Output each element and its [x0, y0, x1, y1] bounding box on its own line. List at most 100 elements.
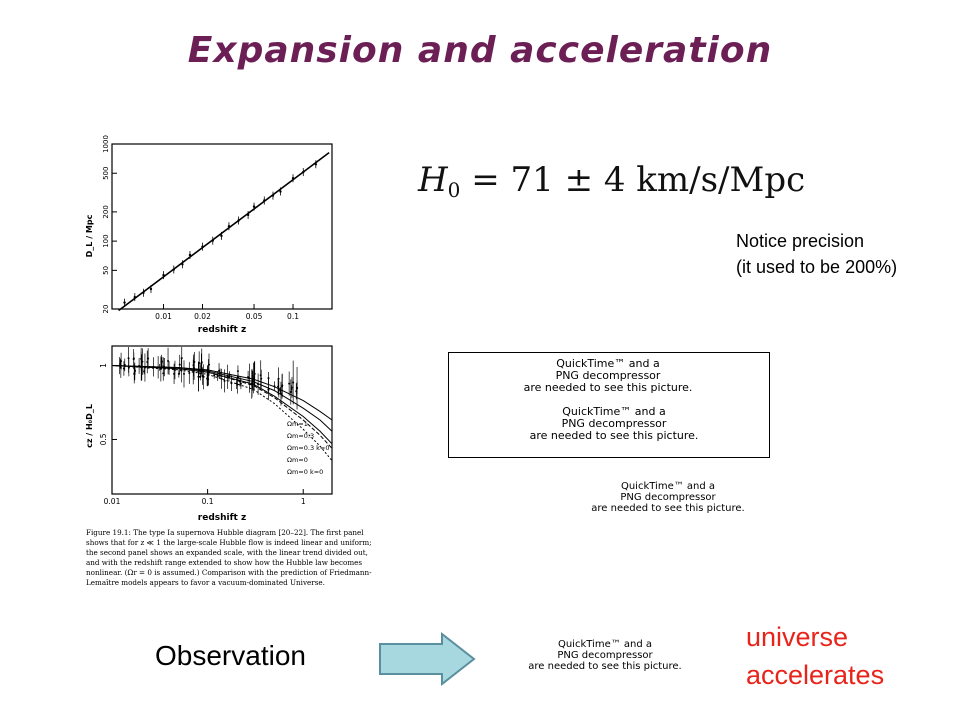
bottom-data-point — [236, 370, 239, 373]
qt1-line-1: QuickTime™ and a — [556, 357, 660, 370]
bottom-panel-xlabel: redshift z — [198, 513, 246, 523]
bottom-legend-entry: Ωm=0.3 k=0 — [287, 444, 330, 452]
top-xtick-label: 0.02 — [194, 312, 211, 321]
qt3-line-1: QuickTime™ and a — [620, 481, 716, 492]
bottom-model-line — [111, 364, 333, 445]
bottom-data-point — [213, 374, 216, 377]
bottom-data-point — [173, 368, 176, 371]
formula-value: = 71 ± 4 km/s/Mpc — [460, 160, 806, 200]
top-xtick-label: 0.1 — [287, 312, 299, 321]
formula-symbol: H — [418, 160, 448, 200]
precision-note: Notice precision (it used to be 200%) — [736, 228, 897, 280]
qt1-line-3: are needed to see this picture. — [523, 381, 693, 394]
bottom-data-point — [223, 379, 226, 382]
top-xtick-label: 0.05 — [246, 312, 263, 321]
top-data-point — [123, 301, 126, 304]
top-data-point — [220, 234, 223, 238]
bottom-data-point — [206, 374, 209, 377]
bottom-data-point — [123, 363, 126, 366]
bottom-data-point — [162, 372, 165, 375]
top-ytick-label: 1000 — [102, 135, 110, 153]
bottom-model-line — [111, 364, 333, 461]
qt3-line-2: PNG decompressor — [620, 492, 716, 503]
bottom-data-point — [134, 369, 137, 372]
top-data-point — [149, 287, 153, 291]
quicktime-placeholder-3: QuickTime™ and a PNG decompressor are ne… — [588, 481, 748, 514]
bottom-data-point — [198, 362, 201, 365]
bottom-data-point — [220, 377, 223, 380]
qt2-line-1: QuickTime™ and a — [562, 405, 666, 418]
bottom-data-point — [292, 381, 295, 384]
bottom-data-point — [201, 375, 204, 378]
top-ytick-label: 20 — [102, 305, 110, 314]
conclusion-line-1: universe — [746, 622, 849, 652]
top-ytick-label: 50 — [102, 266, 110, 275]
top-ytick-label: 100 — [102, 234, 110, 247]
bottom-legend-entry: Ωm=1 — [287, 420, 308, 428]
bottom-data-point — [167, 360, 170, 363]
qt4-line-3: are needed to see this picture. — [528, 661, 682, 672]
bottom-panel-frame — [111, 345, 333, 495]
bottom-legend-entry: Ωm=0 k=0 — [287, 468, 323, 476]
slide-title: Expansion and acceleration — [187, 30, 773, 71]
bottom-data-point — [120, 360, 123, 363]
arrow-right-icon — [379, 632, 476, 686]
bottom-legend-entry: Ωm=0 — [287, 456, 308, 464]
conclusion-text: universe accelerates — [746, 618, 884, 694]
bottom-model-line — [111, 364, 333, 449]
bottom-data-point — [173, 372, 176, 375]
bottom-xtick-label: 0.1 — [202, 497, 214, 506]
bottom-data-point — [260, 377, 263, 380]
bottom-data-point — [193, 360, 196, 363]
bottom-data-point — [197, 375, 200, 378]
quicktime-frame — [448, 352, 770, 458]
bottom-data-point — [218, 369, 221, 372]
qt4-line-1: QuickTime™ and a — [557, 639, 653, 650]
bottom-data-point — [160, 360, 163, 363]
top-ytick-label: 500 — [102, 167, 110, 180]
bottom-data-point — [132, 357, 135, 360]
top-panel-ylabel: D_L / Mpc — [85, 214, 94, 257]
top-panel-xlabel: redshift z — [198, 325, 246, 335]
bottom-data-point — [147, 357, 150, 360]
precision-note-line-2: (it used to be 200%) — [736, 257, 898, 277]
bottom-data-point — [199, 375, 202, 378]
bottom-panel-ylabel: cz / H₀D_L — [85, 404, 94, 448]
qt3-line-3: are needed to see this picture. — [591, 503, 745, 514]
hubble-diagram-figure: 20 50 100 200 500 1000 0.01 0.02 0.05 0.1 D_L / M… — [85, 135, 333, 523]
quicktime-placeholder-1: QuickTime™ and a PNG decompressor are ne… — [508, 358, 708, 394]
bottom-data-point — [235, 382, 238, 385]
bottom-data-point — [288, 382, 291, 385]
bottom-data-point — [267, 388, 270, 391]
bottom-data-point — [177, 372, 180, 375]
formula-subscript: 0 — [447, 178, 461, 202]
bottom-data-point — [239, 382, 242, 385]
bottom-data-point — [119, 362, 122, 365]
top-ytick-label: 200 — [102, 205, 110, 218]
bottom-xtick-label: 0.01 — [104, 497, 121, 506]
bottom-data-point — [296, 386, 299, 389]
qt1-line-2: PNG decompressor — [555, 369, 661, 382]
bottom-data-point — [216, 374, 219, 377]
bottom-data-point — [281, 384, 284, 387]
top-panel-frame — [111, 143, 333, 310]
qt2-line-3: are needed to see this picture. — [529, 429, 699, 442]
figure-caption: Figure 19.1: The type Ia supernova Hubbl… — [86, 528, 372, 587]
quicktime-placeholder-2: QuickTime™ and a PNG decompressor are ne… — [514, 406, 714, 442]
top-data-point — [252, 205, 256, 208]
bottom-data-point — [180, 357, 183, 360]
bottom-data-point — [277, 377, 280, 380]
bottom-data-point — [290, 386, 293, 389]
bottom-legend-entry: Ωm=0.3 — [287, 432, 314, 440]
bottom-data-point — [143, 370, 146, 373]
bottom-data-point — [127, 357, 130, 360]
top-data-point — [279, 190, 282, 193]
bottom-ytick-label: 0.5 — [99, 433, 108, 445]
bottom-data-point — [207, 363, 210, 366]
bottom-data-point — [122, 367, 125, 370]
hubble-constant-formula: H0 = 71 ± 4 km/s/Mpc — [418, 160, 805, 202]
bottom-model-line — [111, 364, 333, 432]
bottom-data-point — [127, 366, 130, 369]
bottom-data-point — [188, 371, 191, 374]
precision-note-line-1: Notice precision — [736, 231, 865, 251]
